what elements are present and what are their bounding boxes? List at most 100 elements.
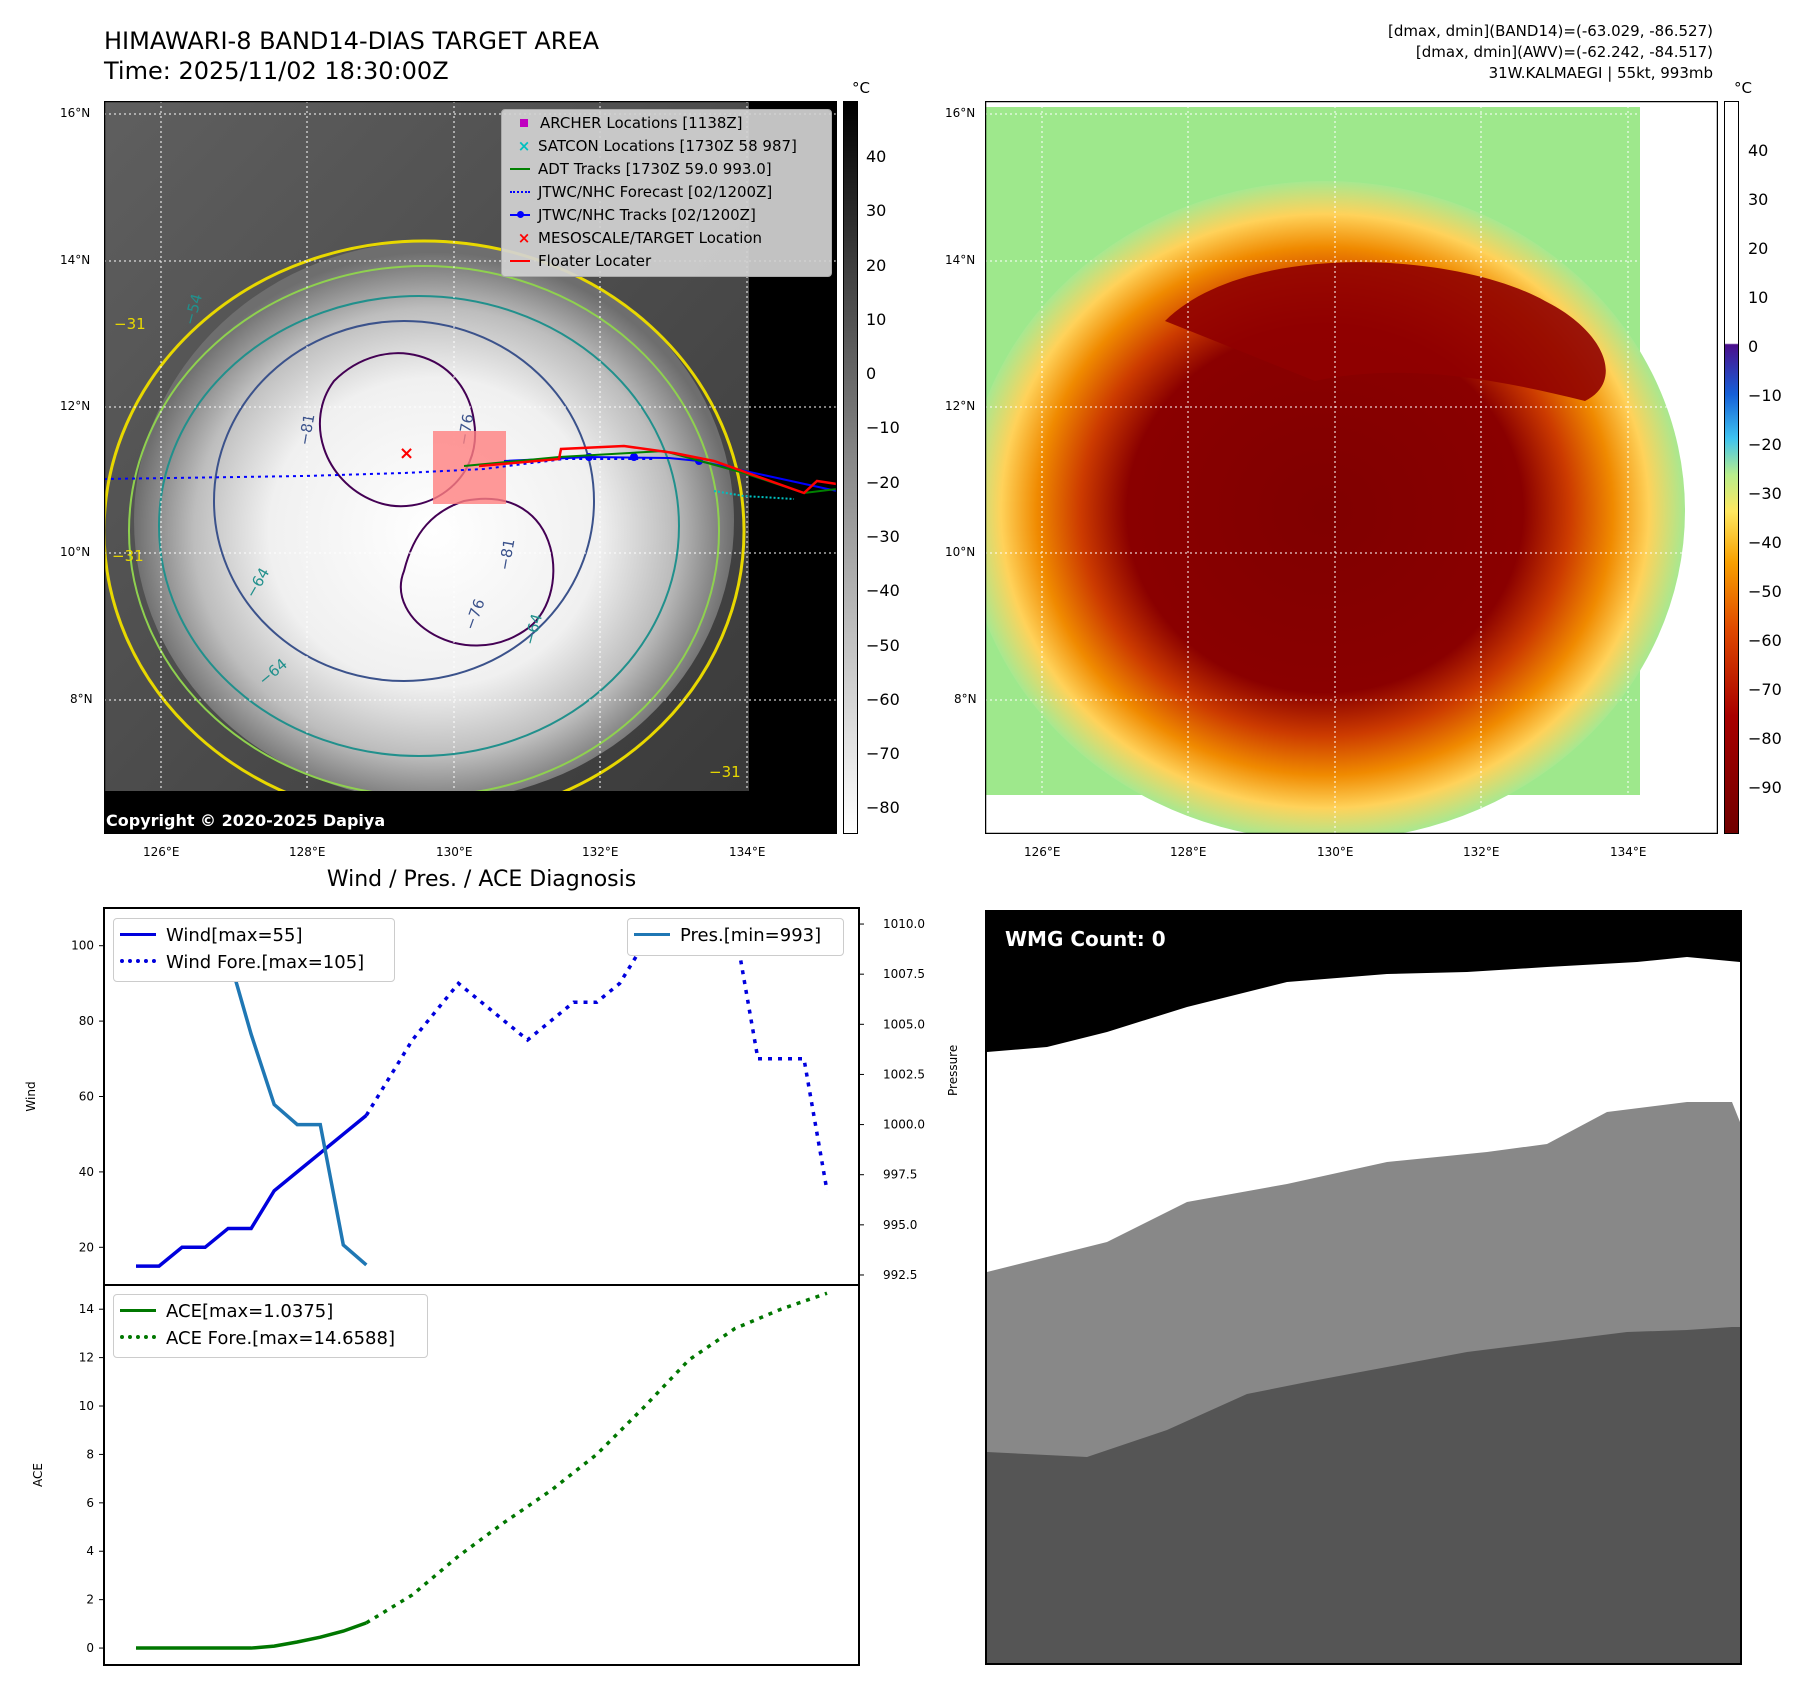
colorbar-tick: 30 — [866, 201, 887, 220]
lat-label: 14°N — [945, 253, 976, 267]
wmg-count-label: WMG Count: 0 — [1005, 927, 1166, 951]
copyright-text: Copyright © 2020-2025 Dapiya — [106, 811, 385, 830]
colorbar-tick: 40 — [1748, 141, 1769, 160]
y-right-tick-label: 992.5 — [883, 1268, 917, 1282]
y-tick-label: 20 — [79, 1240, 94, 1254]
colorbar-tick: −60 — [866, 690, 900, 709]
legend-item-adt: ADT Tracks [1730Z 59.0 993.0] — [510, 160, 772, 178]
contour-label: −31 — [709, 763, 741, 781]
lon-label: 134°E — [729, 845, 766, 859]
pressure-legend: Pres.[min=993] — [627, 918, 844, 956]
y-tick-label: 6 — [86, 1496, 94, 1510]
stats-awv: [dmax, dmin](AWV)=(-62.242, -84.517) — [1415, 43, 1713, 61]
storm-summary: 31W.KALMAEGI | 55kt, 993mb — [1488, 64, 1713, 82]
colorbar-tick: −30 — [1748, 484, 1782, 503]
y-tick-label: 14 — [79, 1302, 94, 1316]
lon-label: 132°E — [1463, 845, 1500, 859]
y-tick-label: 80 — [79, 1014, 94, 1028]
legend-line-icon — [634, 933, 670, 936]
ir-colorbar — [843, 101, 858, 834]
lat-label: 12°N — [945, 399, 976, 413]
ace-plot-frame — [103, 1284, 860, 1666]
lon-label: 126°E — [143, 845, 180, 859]
legend-item-floater: Floater Locater — [510, 252, 651, 270]
legend-item-wind: Wind[max=55] — [120, 925, 303, 946]
lon-label: 130°E — [1317, 845, 1354, 859]
y-tick-label: 60 — [79, 1090, 94, 1104]
colorbar-tick: −20 — [866, 473, 900, 492]
colorbar-tick: −30 — [866, 527, 900, 546]
legend-item-ace-forecast: ACE Fore.[max=14.6588] — [120, 1328, 395, 1349]
legend-square-icon — [520, 119, 528, 127]
legend-dotted-line-icon — [510, 191, 530, 193]
colorbar-tick: −10 — [1748, 386, 1782, 405]
floater-locater-track — [478, 444, 838, 495]
ace-legend: ACE[max=1.0375] ACE Fore.[max=14.6588] — [113, 1294, 428, 1358]
colorbar-tick: 0 — [1748, 337, 1759, 356]
wmg-black-region — [987, 912, 1740, 1052]
pressure-axis-label: Pressure — [946, 1044, 960, 1096]
stats-band14: [dmax, dmin](BAND14)=(-63.029, -86.527) — [1388, 22, 1713, 40]
wind-axis-label: Wind — [24, 1081, 38, 1111]
colorbar-tick: −50 — [866, 636, 900, 655]
contour-label: −31 — [112, 547, 144, 565]
colorbar-tick: −40 — [1748, 533, 1782, 552]
diagnosis-title: Wind / Pres. / ACE Diagnosis — [326, 867, 637, 892]
contour-teal — [158, 295, 680, 757]
ir-map-panel: −54 −64 −64 −64 −81 −76 −81 −76 −31 −31 … — [102, 100, 838, 835]
lat-label: 8°N — [70, 692, 93, 706]
lat-label: 16°N — [945, 106, 976, 120]
lat-label: 10°N — [945, 545, 976, 559]
colorbar-tick: 0 — [866, 364, 877, 383]
ace-axis-label: ACE — [31, 1463, 45, 1487]
lon-label: 130°E — [436, 845, 473, 859]
mesoscale-target-marker: × — [399, 443, 414, 464]
legend-x-icon: × — [517, 229, 531, 247]
ir-storm-cloud — [134, 241, 734, 801]
colorbar-tick: −60 — [1748, 631, 1782, 650]
y-tick-label: 0 — [86, 1641, 94, 1655]
contour-purple — [400, 497, 555, 647]
ace-plot: 0 2 4 6 8 10 12 14 ACE — [31, 1284, 860, 1666]
wind-legend: Wind[max=55] Wind Fore.[max=105] — [113, 918, 395, 982]
colorbar-tick: 20 — [1748, 239, 1769, 258]
awv-colorbar-unit: °C — [1734, 79, 1752, 97]
y-right-tick-label: 1000.0 — [883, 1118, 925, 1132]
contour-label: −31 — [114, 315, 146, 333]
lon-label: 132°E — [582, 845, 619, 859]
ir-colorbar-unit: °C — [852, 79, 870, 97]
adt-track — [463, 449, 838, 495]
wmg-image — [987, 912, 1740, 1663]
legend-item-wind-forecast: Wind Fore.[max=105] — [120, 952, 364, 973]
legend-item-satcon: × SATCON Locations [1730Z 58 987] — [510, 137, 797, 155]
legend-item-archer: ARCHER Locations [1138Z] — [510, 114, 743, 132]
y-tick-label: 2 — [86, 1593, 94, 1607]
legend-line-icon — [120, 1309, 156, 1312]
wmg-dark-gray-region — [987, 1327, 1740, 1663]
y-right-tick-label: 1007.5 — [883, 967, 925, 981]
legend-line-icon — [510, 168, 530, 170]
legend-dotted-line-icon — [120, 1335, 156, 1339]
y-tick-label: 10 — [79, 1399, 94, 1413]
colorbar-tick: 10 — [1748, 288, 1769, 307]
lat-label: 10°N — [60, 545, 91, 559]
lon-label: 128°E — [1170, 845, 1207, 859]
series-line-1 — [364, 925, 829, 1192]
map-legend: ARCHER Locations [1138Z] × SATCON Locatio… — [501, 109, 832, 277]
colorbar-tick: 10 — [866, 310, 887, 329]
lon-label: 126°E — [1024, 845, 1061, 859]
y-tick-label: 4 — [86, 1544, 94, 1558]
awv-map-image — [965, 100, 1719, 841]
lat-label: 8°N — [954, 692, 977, 706]
jtwc-track-point — [630, 453, 638, 461]
contour-blue — [213, 320, 595, 682]
target-area-box — [433, 431, 506, 504]
wind-pressure-plot: 20 40 60 80 100 992.5 995.0 997.5 1000.0 1002.5 10… — [24, 907, 925, 1286]
legend-item-jtwc-tracks: JTWC/NHC Tracks [02/1200Z] — [510, 206, 756, 224]
colorbar-tick: 40 — [866, 147, 887, 166]
lat-label: 12°N — [60, 399, 91, 413]
colorbar-tick: −80 — [1748, 729, 1782, 748]
y-right-tick-label: 1010.0 — [883, 917, 925, 931]
awv-colorbar — [1724, 101, 1739, 834]
colorbar-tick: 20 — [866, 256, 887, 275]
